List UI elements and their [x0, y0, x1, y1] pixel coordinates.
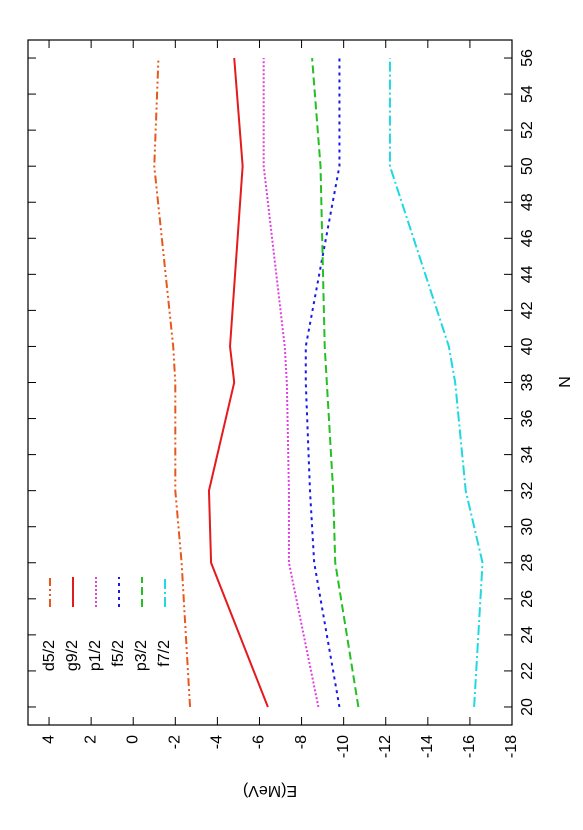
- x-tick-label: 34: [519, 446, 536, 464]
- series-line: [304, 58, 341, 708]
- y-tick-label: -10: [335, 735, 352, 758]
- x-tick-label: 50: [519, 157, 536, 175]
- legend-label: f5/2: [110, 640, 127, 667]
- y-tick-label: -4: [209, 735, 226, 749]
- y-tick-label: -16: [461, 735, 478, 758]
- legend-label: p3/2: [133, 640, 150, 671]
- x-tick-label: 42: [519, 301, 536, 319]
- x-tick-label: 48: [519, 193, 536, 211]
- plot-frame: [27, 39, 513, 726]
- x-tick-label: 26: [519, 590, 536, 608]
- y-tick-label: -18: [503, 735, 520, 758]
- x-tick-label: 44: [519, 265, 536, 283]
- y-tick-label: -6: [251, 735, 268, 749]
- y-tick-label: 4: [40, 735, 57, 744]
- x-tick-label: 54: [519, 85, 536, 103]
- x-tick-label: 30: [519, 518, 536, 536]
- x-axis-label: N: [557, 376, 574, 388]
- series-line: [262, 58, 320, 708]
- x-tick-label: 40: [519, 337, 536, 355]
- x-tick-label: 24: [519, 626, 536, 644]
- x-tick-label: 46: [519, 229, 536, 247]
- x-tick-label: 22: [519, 662, 536, 680]
- legend-label: p1/2: [87, 640, 104, 671]
- y-tick-label: -14: [419, 735, 436, 758]
- y-axis-label: E(MeV): [243, 782, 297, 799]
- x-tick-label: 32: [519, 482, 536, 500]
- legend-label: d5/2: [41, 640, 58, 671]
- x-tick-label: 28: [519, 554, 536, 572]
- x-tick-label: 36: [519, 410, 536, 428]
- y-tick-label: -8: [293, 735, 310, 749]
- series-line: [207, 57, 269, 708]
- x-tick-label: 56: [519, 49, 536, 67]
- x-tick-label: 20: [519, 698, 536, 716]
- x-tick-label: 52: [519, 121, 536, 139]
- x-tick-label: 38: [519, 374, 536, 392]
- y-tick-label: 0: [124, 735, 141, 744]
- series-line: [311, 57, 360, 708]
- y-tick-label: 2: [82, 735, 99, 744]
- y-tick-label: -12: [377, 735, 394, 758]
- legend-label: g9/2: [64, 640, 81, 671]
- series-line: [388, 58, 484, 708]
- legend-label: f7/2: [156, 640, 173, 667]
- series-line: [153, 57, 192, 708]
- y-tick-label: -2: [167, 735, 184, 749]
